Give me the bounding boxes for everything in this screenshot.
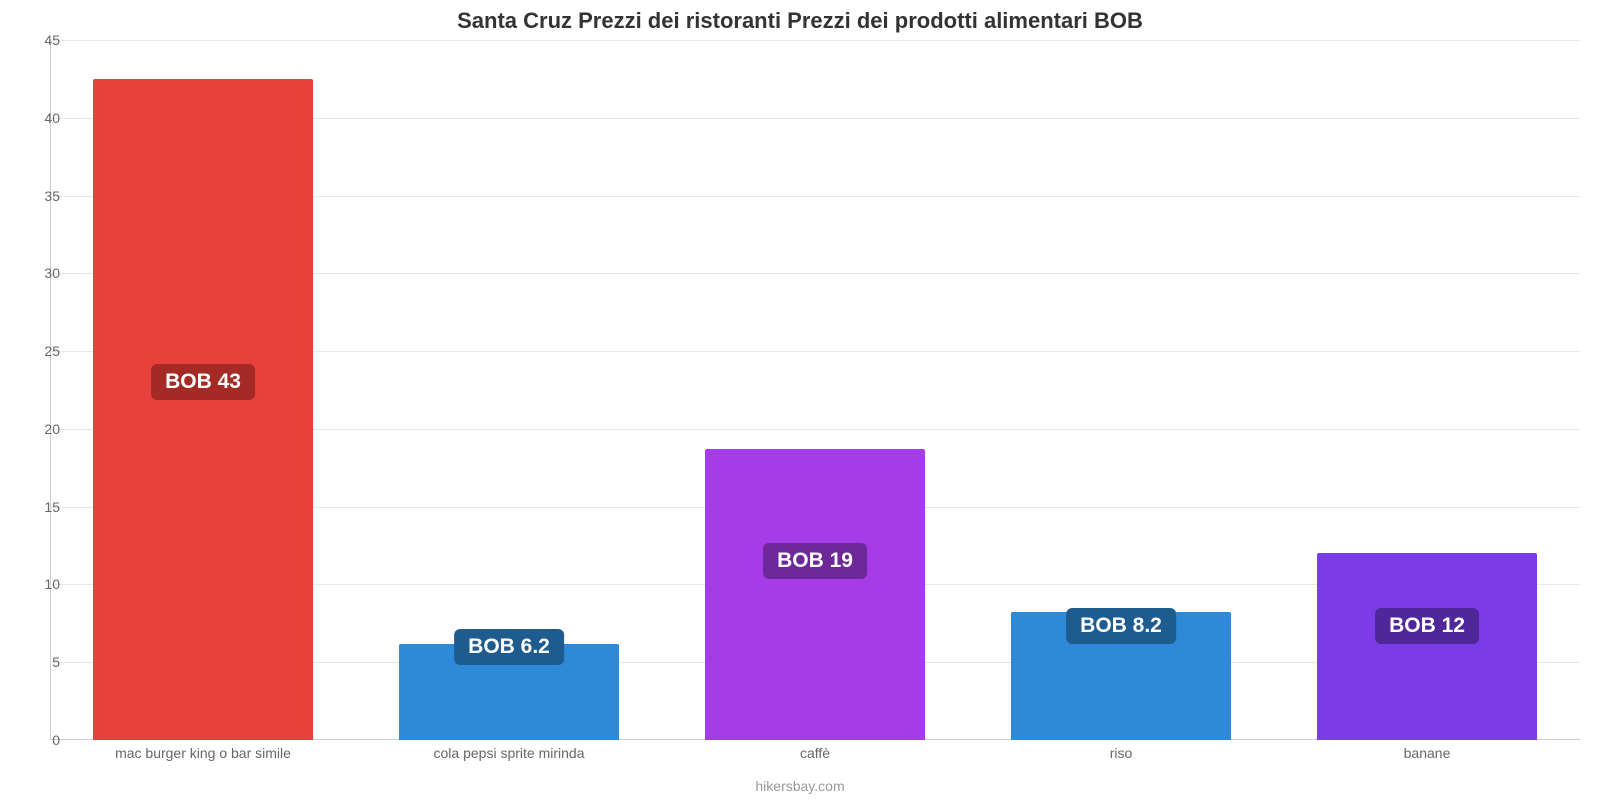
y-tick-label: 15: [10, 499, 60, 515]
bar-value-label: BOB 8.2: [1066, 608, 1176, 644]
y-tick-label: 35: [10, 188, 60, 204]
bar: [93, 79, 313, 740]
credit-label: hikersbay.com: [0, 778, 1600, 794]
plot-area: BOB 43 BOB 6.2 BOB 19 BOB 8.2 BOB 12: [50, 40, 1580, 740]
y-tick-label: 5: [10, 654, 60, 670]
y-axis-line: [50, 40, 51, 740]
bar: [705, 449, 925, 740]
bar-value-label: BOB 43: [151, 364, 255, 400]
x-tick-label: caffè: [800, 745, 830, 761]
y-tick-label: 25: [10, 343, 60, 359]
bar-value-label: BOB 19: [763, 543, 867, 579]
y-tick-label: 0: [10, 732, 60, 748]
bar-value-label: BOB 12: [1375, 608, 1479, 644]
x-tick-label: riso: [1110, 745, 1133, 761]
y-tick-label: 40: [10, 110, 60, 126]
y-tick-label: 45: [10, 32, 60, 48]
bar-value-label: BOB 6.2: [454, 629, 564, 665]
x-tick-label: cola pepsi sprite mirinda: [434, 745, 585, 761]
x-tick-label: banane: [1404, 745, 1451, 761]
y-tick-label: 10: [10, 576, 60, 592]
y-tick-label: 30: [10, 265, 60, 281]
x-tick-label: mac burger king o bar simile: [115, 745, 291, 761]
chart-title: Santa Cruz Prezzi dei ristoranti Prezzi …: [0, 8, 1600, 34]
gridline: [50, 40, 1580, 41]
bar: [1317, 553, 1537, 740]
chart-container: Santa Cruz Prezzi dei ristoranti Prezzi …: [0, 0, 1600, 800]
y-tick-label: 20: [10, 421, 60, 437]
